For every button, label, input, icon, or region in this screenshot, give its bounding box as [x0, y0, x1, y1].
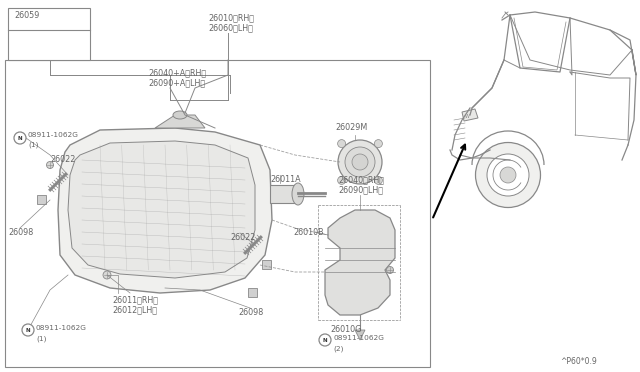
Text: 26022: 26022 [50, 155, 76, 164]
Text: 26022: 26022 [230, 233, 255, 242]
Polygon shape [355, 330, 365, 340]
Text: 26011A: 26011A [270, 175, 301, 184]
Text: 26040〈RH〉: 26040〈RH〉 [338, 175, 384, 184]
Text: 26010G: 26010G [330, 325, 362, 334]
Ellipse shape [338, 140, 382, 184]
Polygon shape [462, 109, 478, 121]
Ellipse shape [387, 266, 394, 273]
Text: W: W [465, 113, 469, 119]
Text: (1): (1) [28, 141, 38, 148]
Text: ^P60*0.9: ^P60*0.9 [560, 357, 596, 366]
Text: N: N [18, 135, 22, 141]
Text: 26060〈LH〉: 26060〈LH〉 [208, 23, 253, 32]
Text: 26011〈RH〉: 26011〈RH〉 [112, 295, 158, 304]
Polygon shape [58, 128, 272, 293]
Ellipse shape [352, 154, 368, 170]
Ellipse shape [47, 161, 54, 169]
Text: 26098: 26098 [8, 228, 33, 237]
Text: 26059: 26059 [14, 11, 40, 20]
Ellipse shape [319, 334, 331, 346]
Bar [8, 8, 90, 60]
Ellipse shape [103, 271, 111, 279]
Text: 08911-1062G: 08911-1062G [36, 325, 87, 331]
Ellipse shape [487, 154, 529, 196]
Ellipse shape [338, 176, 346, 185]
Text: 26010B: 26010B [293, 228, 324, 237]
Text: 26029M: 26029M [335, 123, 367, 132]
Bar [37, 195, 46, 204]
Ellipse shape [14, 132, 26, 144]
Polygon shape [325, 210, 395, 315]
Ellipse shape [22, 324, 34, 336]
Text: 26098: 26098 [238, 308, 263, 317]
Text: 08911-1062G: 08911-1062G [28, 132, 79, 138]
Ellipse shape [374, 176, 382, 185]
Ellipse shape [476, 142, 541, 208]
Ellipse shape [173, 111, 187, 119]
Ellipse shape [500, 167, 516, 183]
Bar [5, 60, 430, 367]
Ellipse shape [374, 140, 382, 148]
Text: (2): (2) [333, 345, 344, 352]
Text: 26090+A〈LH〉: 26090+A〈LH〉 [148, 78, 205, 87]
Text: 26040+A〈RH〉: 26040+A〈RH〉 [148, 68, 206, 77]
Bar [248, 288, 257, 297]
Bar [270, 185, 298, 203]
Text: 26012〈LH〉: 26012〈LH〉 [112, 305, 157, 314]
Bar [262, 260, 271, 269]
Ellipse shape [338, 140, 346, 148]
Text: 26010〈RH〉: 26010〈RH〉 [208, 13, 254, 22]
Text: (1): (1) [36, 335, 47, 341]
Text: 26090〈LH〉: 26090〈LH〉 [338, 185, 383, 194]
Text: 08911-1062G: 08911-1062G [333, 335, 384, 341]
Ellipse shape [345, 147, 375, 177]
Text: N: N [26, 327, 30, 333]
Text: N: N [323, 337, 327, 343]
Ellipse shape [292, 183, 304, 205]
Polygon shape [155, 115, 205, 128]
Polygon shape [68, 141, 255, 278]
